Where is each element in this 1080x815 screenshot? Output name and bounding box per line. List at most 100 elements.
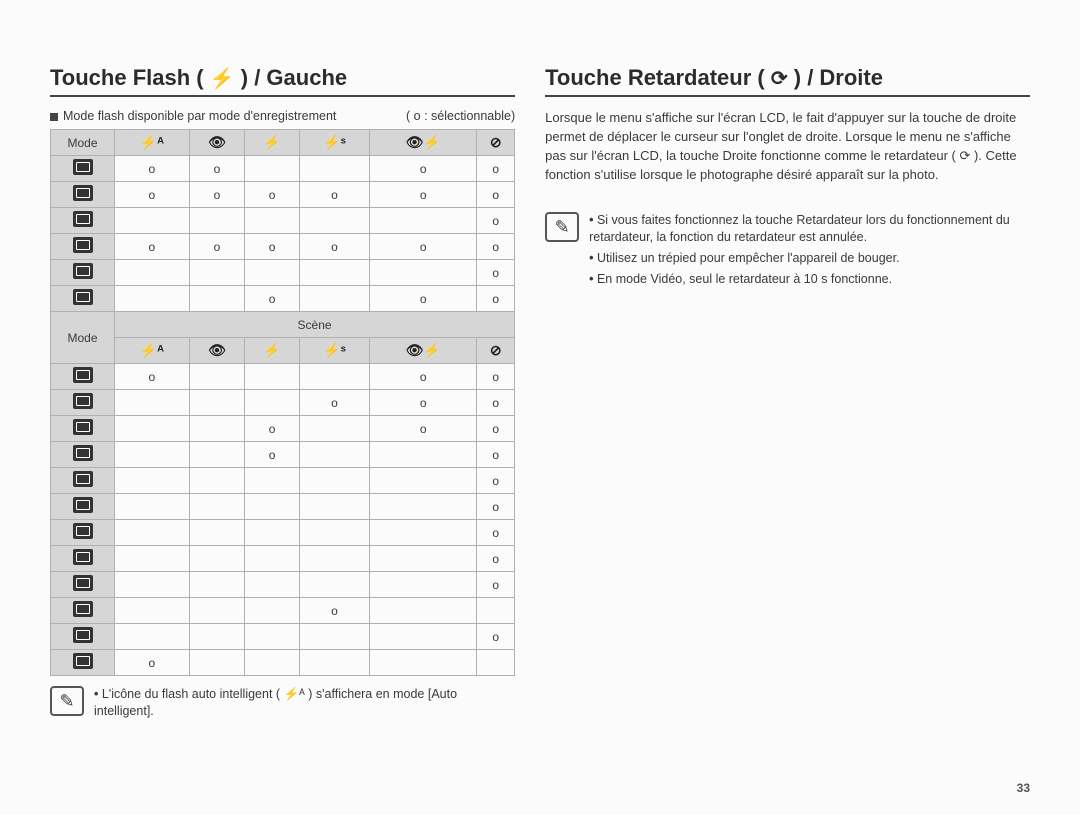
flash-cell: o — [115, 234, 190, 260]
flash-cell — [189, 494, 245, 520]
flash-cell: o — [477, 156, 515, 182]
flash-cell — [189, 650, 245, 676]
flash-cell — [245, 468, 300, 494]
flash-cell — [189, 520, 245, 546]
flash-cell — [370, 520, 477, 546]
mode-row-icon — [51, 624, 115, 650]
flash-cell: o — [115, 156, 190, 182]
timer-note-item: Utilisez un trépied pour empêcher l'appa… — [589, 250, 1030, 267]
flash-cell — [245, 546, 300, 572]
flash-cell — [299, 208, 369, 234]
flash-col-header: ⚡ᴬ — [115, 338, 190, 364]
mode-row-icon — [51, 598, 115, 624]
heading-timer-before: Touche Retardateur ( — [545, 65, 765, 90]
note-icon: ✎ — [50, 686, 84, 716]
flash-cell — [299, 468, 369, 494]
note-icon: ✎ — [545, 212, 579, 242]
flash-cell — [245, 156, 300, 182]
mode-row-icon — [51, 494, 115, 520]
flash-cell — [299, 520, 369, 546]
flash-cell — [115, 598, 190, 624]
flash-cell — [299, 364, 369, 390]
heading-flash: Touche Flash ( ⚡ ) / Gauche — [50, 65, 515, 97]
flash-subline: Mode flash disponible par mode d'enregis… — [50, 109, 515, 123]
mode-row-icon — [51, 416, 115, 442]
flash-cell — [189, 598, 245, 624]
flash-cell — [370, 468, 477, 494]
flash-cell: o — [115, 364, 190, 390]
flash-note: ✎ L'icône du flash auto intelligent ( ⚡ᴬ… — [50, 686, 515, 724]
scene-header: Scène — [115, 312, 515, 338]
flash-cell — [115, 546, 190, 572]
flash-col-header: ⚡ — [245, 130, 300, 156]
flash-cell — [189, 286, 245, 312]
flash-cell: o — [299, 598, 369, 624]
flash-cell: o — [370, 286, 477, 312]
flash-col-header: ⊘ — [477, 130, 515, 156]
flash-cell: o — [477, 208, 515, 234]
flash-cell — [189, 546, 245, 572]
flash-cell — [115, 468, 190, 494]
flash-cell — [299, 572, 369, 598]
flash-cell — [115, 624, 190, 650]
subline-before: Mode flash disponible par mode d'enregis… — [63, 109, 336, 123]
flash-cell: o — [477, 520, 515, 546]
mode-row-icon — [51, 390, 115, 416]
flash-cell — [370, 598, 477, 624]
flash-cell — [299, 416, 369, 442]
flash-cell: o — [477, 182, 515, 208]
flash-cell — [245, 624, 300, 650]
flash-col-header: 👁 — [189, 338, 245, 364]
flash-cell — [370, 442, 477, 468]
flash-cell — [370, 208, 477, 234]
flash-icon: ⚡ — [210, 68, 235, 90]
flash-col-header: ⚡ᴬ — [115, 130, 190, 156]
mode-row-icon — [51, 572, 115, 598]
flash-cell: o — [477, 572, 515, 598]
flash-col-header: ⚡ — [245, 338, 300, 364]
flash-cell: o — [370, 390, 477, 416]
flash-cell — [245, 650, 300, 676]
page-number: 33 — [1017, 781, 1030, 795]
flash-cell — [245, 572, 300, 598]
flash-cell — [115, 416, 190, 442]
mode-row-icon — [51, 286, 115, 312]
flash-cell — [299, 156, 369, 182]
flash-cell — [189, 208, 245, 234]
flash-cell: o — [299, 390, 369, 416]
flash-cell: o — [477, 468, 515, 494]
timer-note-item: Si vous faites fonctionnez la touche Ret… — [589, 212, 1030, 246]
timer-note-item: En mode Vidéo, seul le retardateur à 10 … — [589, 271, 1030, 288]
timer-icon: ⟳ — [771, 68, 788, 90]
flash-cell — [245, 364, 300, 390]
flash-cell: o — [477, 364, 515, 390]
flash-cell — [299, 286, 369, 312]
heading-flash-before: Touche Flash ( — [50, 65, 204, 90]
flash-cell — [115, 260, 190, 286]
flash-cell — [245, 390, 300, 416]
flash-cell: o — [189, 156, 245, 182]
timer-body: Lorsque le menu s'affiche sur l'écran LC… — [545, 109, 1030, 184]
flash-cell — [189, 572, 245, 598]
flash-cell — [115, 442, 190, 468]
flash-cell: o — [477, 624, 515, 650]
flash-cell: o — [115, 650, 190, 676]
flash-cell: o — [299, 234, 369, 260]
flash-cell — [245, 208, 300, 234]
flash-cell — [115, 572, 190, 598]
flash-cell — [477, 650, 515, 676]
flash-cell: o — [245, 416, 300, 442]
flash-cell — [189, 442, 245, 468]
flash-cell — [245, 494, 300, 520]
flash-cell — [299, 624, 369, 650]
flash-cell — [189, 416, 245, 442]
flash-cell — [115, 286, 190, 312]
flash-cell — [299, 546, 369, 572]
flash-mode-table: Mode⚡ᴬ👁⚡⚡ˢ👁⚡⊘oooooooooooooooooooooModeSc… — [50, 129, 515, 676]
flash-cell — [370, 494, 477, 520]
heading-timer: Touche Retardateur ( ⟳ ) / Droite — [545, 65, 1030, 97]
flash-cell — [299, 494, 369, 520]
timer-note: ✎ Si vous faites fonctionnez la touche R… — [545, 212, 1030, 292]
flash-cell: o — [189, 234, 245, 260]
mode-row-icon — [51, 234, 115, 260]
